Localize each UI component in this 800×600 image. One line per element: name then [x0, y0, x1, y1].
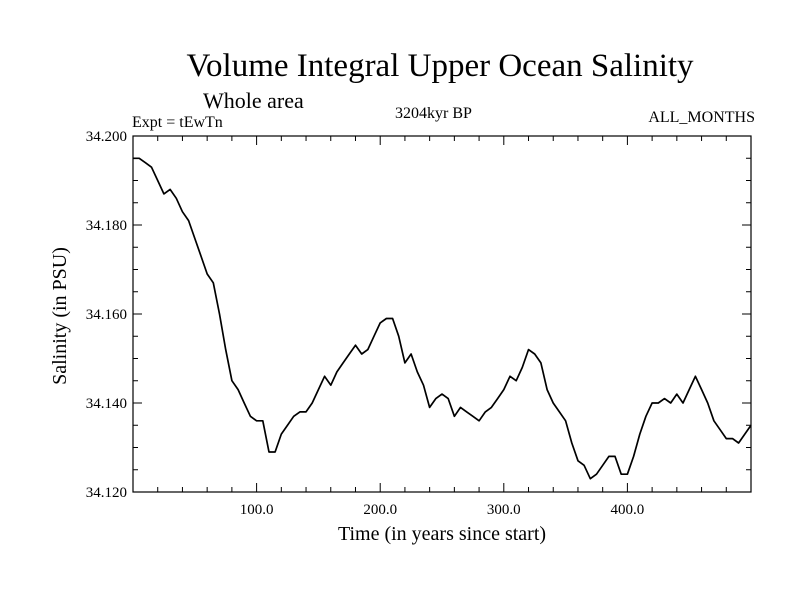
y-tick-label: 34.140: [86, 396, 127, 412]
period-label: 3204kyr BP: [395, 105, 472, 122]
x-tick-label: 300.0: [487, 502, 521, 518]
plot-frame: [132, 135, 752, 493]
chart-title: Volume Integral Upper Ocean Salinity: [186, 48, 694, 84]
months-label: ALL_MONTHS: [648, 109, 755, 126]
x-axis-label: Time (in years since start): [338, 523, 546, 545]
x-tick-label: 200.0: [363, 502, 397, 518]
y-tick-label: 34.200: [86, 129, 127, 145]
y-tick-label: 34.160: [86, 307, 127, 323]
y-tick-label: 34.120: [86, 485, 127, 501]
y-axis-label: Salinity (in PSU): [49, 247, 71, 385]
series-line-salinity: [133, 157, 752, 480]
experiment-label: Expt = tEwTn: [132, 114, 223, 131]
chart-subtitle: Whole area: [203, 88, 304, 113]
y-tick-label: 34.180: [86, 218, 127, 234]
x-tick-label: 100.0: [240, 502, 274, 518]
x-tick-label: 400.0: [611, 502, 645, 518]
